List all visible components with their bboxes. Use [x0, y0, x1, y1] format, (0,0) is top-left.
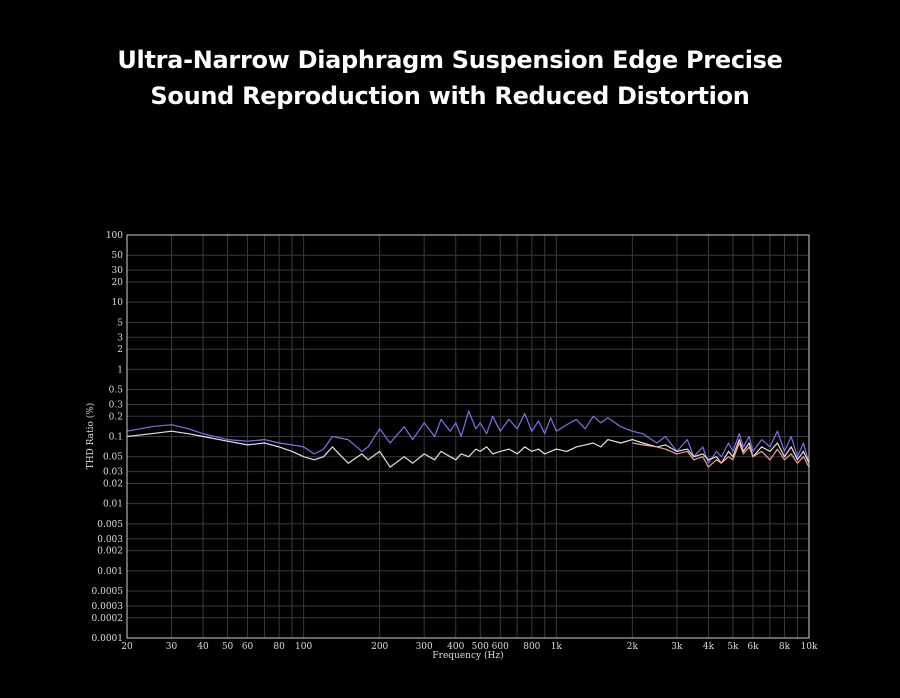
plot-frame: [126, 234, 810, 639]
x-tick-label: 3k: [671, 642, 683, 652]
y-tick-label: 10: [112, 298, 124, 308]
title-line-2: Sound Reproduction with Reduced Distorti…: [150, 82, 750, 110]
x-tick-label: 50: [222, 642, 234, 652]
x-tick-label: 60: [242, 642, 254, 652]
x-tick-label: 200: [371, 642, 388, 652]
x-tick-label: 500: [472, 642, 489, 652]
x-tick-label: 100: [295, 642, 312, 652]
x-tick-label: 6k: [747, 642, 759, 652]
y-tick-label: 5: [117, 318, 123, 328]
y-tick-label: 0.01: [103, 500, 123, 510]
y-tick-label: 0.3: [109, 400, 124, 410]
y-tick-label: 0.003: [97, 535, 123, 545]
y-tick-label: 100: [106, 231, 123, 241]
x-tick-label: 30: [166, 642, 178, 652]
x-tick-label: 300: [416, 642, 433, 652]
x-axis-label: Frequency (Hz): [432, 650, 503, 661]
y-tick-label: 0.02: [103, 479, 123, 489]
x-tick-label: 600: [492, 642, 509, 652]
page-title: Ultra-Narrow Diaphragm Suspension Edge P…: [0, 42, 900, 114]
y-tick-label: 0.001: [97, 567, 123, 577]
chart-series: [126, 410, 810, 468]
x-tick-label: 1k: [551, 642, 563, 652]
x-tick-label: 10k: [801, 642, 818, 652]
series-line-2: [126, 430, 810, 468]
y-tick-label: 1: [117, 365, 123, 375]
x-tick-label: 20: [121, 642, 133, 652]
x-axis-ticks: 20 30 40 50 60 80 100 200 300 400 500 600 800 1k 2k 3k 4…: [121, 642, 818, 652]
y-tick-label: 50: [112, 251, 124, 261]
y-axis-label: THD Ratio (%): [85, 403, 96, 470]
series-line-1: [126, 410, 810, 464]
y-tick-label: 0.0002: [92, 614, 124, 624]
x-tick-label: 40: [197, 642, 209, 652]
y-tick-label: 0.0005: [92, 587, 124, 597]
y-tick-label: 0.0001: [92, 634, 124, 644]
y-tick-label: 0.05: [103, 453, 123, 463]
y-tick-label: 3: [117, 333, 123, 343]
y-tick-label: 0.0003: [92, 602, 124, 612]
x-tick-label: 2k: [627, 642, 639, 652]
series-line-3: [632, 442, 810, 468]
x-tick-label: 5k: [727, 642, 739, 652]
y-axis-ticks: 100 50 30 20 10 5 3 2 1 0.5 0.3 0.2 0.1 0.05 0.030.02 0…: [92, 231, 124, 644]
x-tick-label: 800: [523, 642, 540, 652]
y-tick-label: 0.2: [109, 412, 123, 422]
y-tick-label: 0.002: [97, 547, 123, 557]
x-tick-label: 4k: [703, 642, 715, 652]
x-tick-label: 400: [447, 642, 464, 652]
y-tick-label: 0.5: [109, 386, 124, 396]
y-tick-label: 20: [112, 278, 124, 288]
y-tick-label: 30: [112, 266, 124, 276]
chart-grid: [126, 234, 809, 639]
y-tick-label: 0.005: [97, 520, 123, 530]
title-line-1: Ultra-Narrow Diaphragm Suspension Edge P…: [117, 46, 783, 74]
y-tick-label: 2: [117, 345, 123, 355]
x-tick-label: 80: [273, 642, 285, 652]
x-tick-label: 8k: [779, 642, 791, 652]
y-tick-label: 0.1: [109, 433, 123, 443]
y-tick-label: 0.03: [103, 468, 123, 478]
